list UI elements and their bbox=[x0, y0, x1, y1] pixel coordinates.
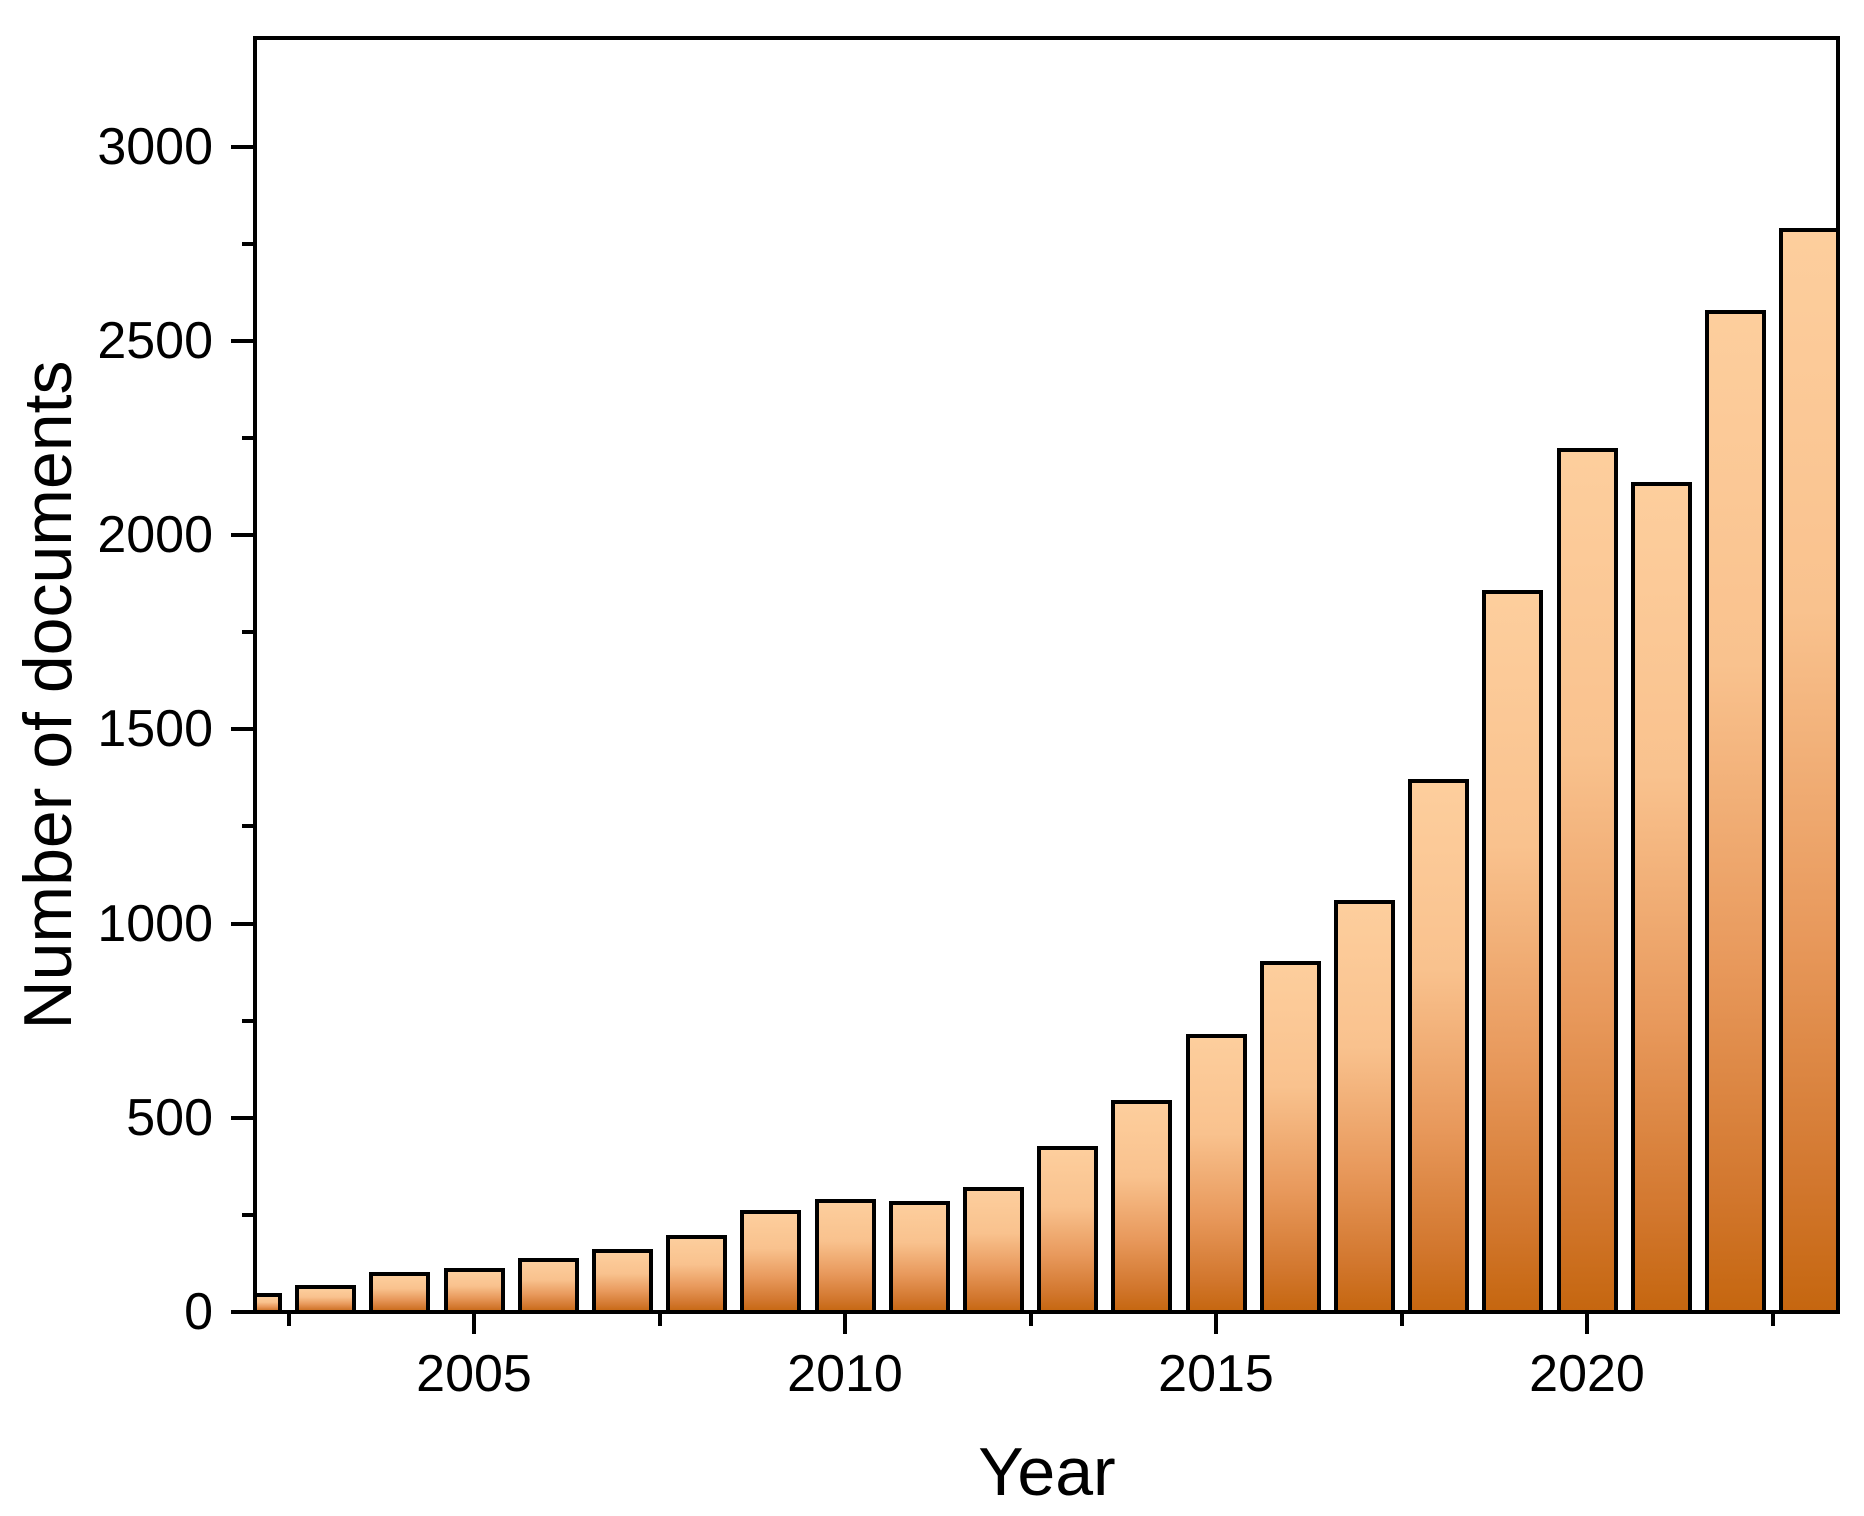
bar-2003 bbox=[295, 1285, 356, 1312]
x-major-tick-2005 bbox=[472, 1314, 476, 1334]
y-minor-tick-750 bbox=[242, 1019, 255, 1023]
bar-2018 bbox=[1408, 779, 1469, 1312]
bar-2022 bbox=[1705, 310, 1766, 1312]
bar-2015 bbox=[1186, 1034, 1247, 1312]
y-minor-tick-2250 bbox=[242, 436, 255, 440]
y-major-tick-3000 bbox=[231, 145, 255, 149]
y-axis-line bbox=[253, 36, 257, 1314]
x-minor-tick-2017.5 bbox=[1400, 1314, 1404, 1326]
y-major-tick-2500 bbox=[231, 339, 255, 343]
x-minor-tick-2002.5 bbox=[287, 1314, 291, 1326]
bar-2023 bbox=[1779, 228, 1840, 1312]
y-minor-tick-250 bbox=[242, 1213, 255, 1217]
bar-2013 bbox=[1037, 1146, 1098, 1312]
x-tick-label-2010: 2010 bbox=[787, 1345, 903, 1403]
y-major-tick-2000 bbox=[231, 533, 255, 537]
bar-2009 bbox=[740, 1210, 801, 1312]
y-major-tick-500 bbox=[231, 1116, 255, 1120]
y-major-tick-1000 bbox=[231, 922, 255, 926]
bar-2010 bbox=[815, 1199, 876, 1312]
y-minor-tick-2750 bbox=[242, 242, 255, 246]
x-minor-tick-2022.5 bbox=[1771, 1314, 1775, 1326]
y-major-tick-1500 bbox=[231, 727, 255, 731]
x-minor-tick-2012.5 bbox=[1029, 1314, 1033, 1326]
x-major-tick-2020 bbox=[1585, 1314, 1589, 1334]
y-major-tick-0 bbox=[231, 1310, 255, 1314]
bar-2004 bbox=[369, 1272, 430, 1312]
bar-2011 bbox=[889, 1201, 950, 1312]
y-tick-label-2500: 2500 bbox=[97, 312, 213, 370]
y-tick-label-500: 500 bbox=[126, 1089, 213, 1147]
x-major-tick-2010 bbox=[843, 1314, 847, 1334]
y-tick-label-1000: 1000 bbox=[97, 895, 213, 953]
plot-area bbox=[255, 38, 1840, 1312]
bar-2002 bbox=[255, 1293, 282, 1312]
bar-2007 bbox=[592, 1249, 653, 1312]
bar-2008 bbox=[666, 1235, 727, 1312]
bar-2019 bbox=[1482, 590, 1543, 1312]
y-tick-label-1500: 1500 bbox=[97, 700, 213, 758]
y-minor-tick-1750 bbox=[242, 630, 255, 634]
bar-2020 bbox=[1557, 448, 1618, 1312]
x-tick-label-2020: 2020 bbox=[1529, 1345, 1645, 1403]
bar-2017 bbox=[1334, 900, 1395, 1312]
x-axis-line bbox=[253, 1310, 1840, 1314]
bar-2021 bbox=[1631, 482, 1692, 1312]
x-axis-title: Year bbox=[978, 1434, 1116, 1510]
bar-2005 bbox=[444, 1268, 505, 1312]
bar-2012 bbox=[963, 1187, 1024, 1312]
x-minor-tick-2007.5 bbox=[658, 1314, 662, 1326]
x-tick-label-2005: 2005 bbox=[416, 1345, 532, 1403]
y-minor-tick-1250 bbox=[242, 824, 255, 828]
y-tick-label-2000: 2000 bbox=[97, 506, 213, 564]
bar-2016 bbox=[1260, 961, 1321, 1312]
bar-2014 bbox=[1111, 1100, 1172, 1312]
y-tick-label-3000: 3000 bbox=[97, 118, 213, 176]
plot-border-right bbox=[1836, 36, 1840, 1314]
x-major-tick-2015 bbox=[1214, 1314, 1218, 1334]
y-axis-title: Number of documents bbox=[10, 360, 86, 1030]
plot-border-top bbox=[253, 36, 1840, 40]
y-tick-label-0: 0 bbox=[184, 1283, 213, 1341]
bar-2006 bbox=[518, 1258, 579, 1312]
x-tick-label-2015: 2015 bbox=[1158, 1345, 1274, 1403]
